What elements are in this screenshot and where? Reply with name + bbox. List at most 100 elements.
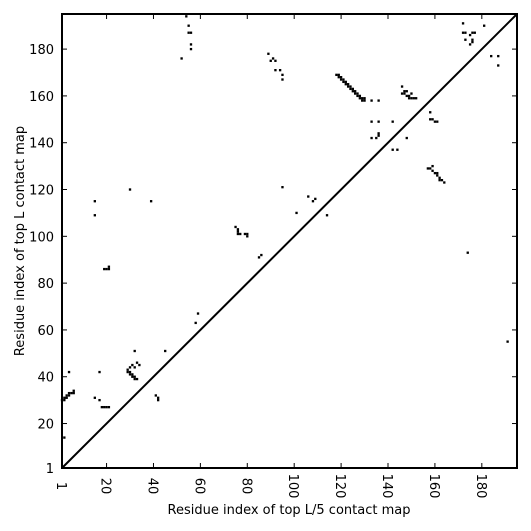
contact-point [107,405,111,409]
contact-point [351,87,354,91]
contact-point [377,120,380,123]
contact-point [344,83,347,86]
contact-point [133,366,136,369]
contact-point [100,405,104,409]
contact-point [400,85,404,88]
contact-point [65,396,68,399]
contact-point [443,181,446,184]
contact-point [156,396,160,399]
contact-point [461,31,465,34]
y-tick-label: 40 [37,371,54,386]
contact-point [466,251,469,254]
contact-point [358,94,362,98]
x-axis-ticks: 1 20 40 60 80 100 120 140 160 180 [53,14,488,498]
contact-point [325,214,329,217]
contact-point [98,370,101,374]
contact-point [370,99,373,102]
contact-point [131,373,134,376]
contact-point [187,31,190,34]
contact-point [243,232,247,236]
contact-point [375,136,378,140]
contact-point [431,118,434,121]
contact-point [497,64,500,67]
contact-point [189,47,193,51]
contact-point [133,349,136,353]
contact-point [196,312,200,315]
y-tick-label: 80 [37,277,54,292]
contact-point [405,94,408,98]
contact-point [128,370,132,374]
contact-point [471,31,474,34]
contact-point [377,134,380,137]
contact-point [464,38,467,41]
contact-point [407,97,411,100]
contact-point [471,40,474,44]
y-tick-label: 1 [46,462,54,477]
contact-point [370,136,373,140]
contact-point [63,436,66,439]
contact-point [307,195,310,198]
contact-point [105,267,108,271]
contact-point [407,94,411,98]
contact-point [342,78,345,81]
contact-point [149,200,153,203]
contact-point [314,197,317,201]
contact-point [187,24,190,27]
contact-point [356,94,359,98]
contact-point [105,405,108,409]
contact-point [490,54,493,58]
contact-point [67,370,71,374]
contact-point [346,83,350,86]
contact-point [246,232,249,236]
contact-point [246,235,249,238]
contact-point [236,228,240,231]
contact-point [98,398,101,402]
contact-point [65,394,68,397]
contact-point [236,230,240,233]
contact-point [429,118,432,121]
contact-point [405,136,408,140]
contact-point [72,389,75,392]
contact-point [436,174,439,177]
contact-point [403,90,406,93]
contact-point [126,368,129,371]
contact-point [405,90,408,93]
y-tick-label: 140 [29,137,54,152]
contact-point [351,90,354,93]
contact-point [363,97,366,100]
y-tick-label: 180 [29,43,54,58]
contact-point [429,111,432,114]
contact-point [128,373,132,376]
contact-point [257,256,261,259]
contact-point [342,80,345,84]
contact-point [311,200,315,203]
contact-point [354,92,357,95]
contact-point [426,167,430,170]
contact-point [400,92,404,95]
contact-point [126,370,129,374]
contact-point [135,377,139,381]
contact-point [103,267,106,271]
contact-point [363,99,366,102]
contact-point [72,391,75,395]
contact-point [497,54,500,58]
contact-point [391,120,394,123]
contact-point [278,69,282,72]
contact-point [236,232,240,236]
x-tick-label: 80 [238,478,253,495]
contact-point [370,120,373,123]
x-tick-label: 120 [332,474,347,499]
x-tick-label: 1 [53,482,68,490]
contact-point [138,363,141,367]
contact-point [128,188,132,191]
y-tick-label: 60 [37,324,54,339]
plot-frame [61,13,518,469]
contact-point [349,87,352,91]
diagonal-line [61,13,518,469]
y-tick-label: 120 [29,184,54,199]
contact-point [67,394,71,397]
contact-point [349,85,352,88]
contact-point [128,366,132,369]
contact-point [260,253,263,257]
